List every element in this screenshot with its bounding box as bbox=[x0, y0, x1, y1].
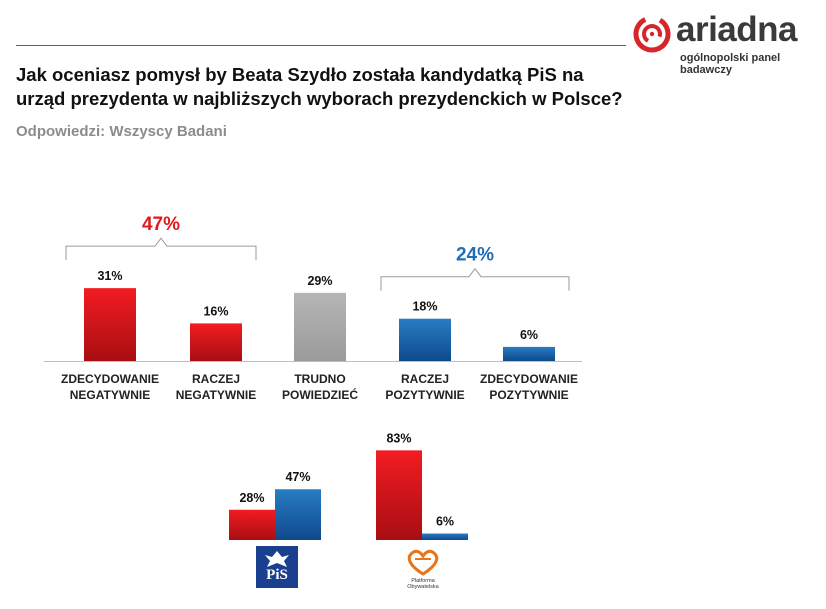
logo-wordmark: ariadna bbox=[676, 10, 798, 49]
question-title: Jak oceniasz pomysł by Beata Szydło zost… bbox=[16, 64, 623, 109]
bar bbox=[190, 323, 242, 361]
po-logo: Platforma Obywatelska bbox=[400, 546, 446, 592]
bar bbox=[503, 346, 555, 361]
category-label: POZYTYWNIE bbox=[489, 388, 568, 402]
category-label: NEGATYWNIE bbox=[70, 388, 150, 402]
group-bracket bbox=[65, 237, 257, 261]
data-label: 28% bbox=[239, 491, 264, 505]
bar bbox=[275, 489, 321, 540]
category-label: NEGATYWNIE bbox=[176, 388, 256, 402]
logo-tagline: ogólnopolski panel badawczy bbox=[680, 52, 781, 76]
pis-logo-text: PiS bbox=[266, 567, 288, 583]
po-logo-text: Platforma Obywatelska bbox=[407, 578, 439, 590]
po-heart-icon bbox=[407, 549, 439, 576]
data-label: 6% bbox=[520, 328, 538, 342]
data-label: 31% bbox=[97, 269, 122, 283]
group-bracket bbox=[380, 267, 570, 291]
category-label: RACZEJ bbox=[401, 372, 449, 386]
bar bbox=[399, 318, 451, 361]
ariadna-logo: ariadna ogólnopolski panel badawczy bbox=[632, 10, 818, 76]
data-label: 47% bbox=[285, 470, 310, 484]
data-label: 6% bbox=[436, 515, 454, 529]
category-label: POZYTYWNIE bbox=[385, 388, 464, 402]
category-label: ZDECYDOWANIE bbox=[480, 372, 578, 386]
respondents-subtitle: Odpowiedzi: Wszyscy Badani bbox=[16, 123, 227, 140]
category-label: TRUDNO bbox=[294, 372, 345, 386]
eagle-icon bbox=[265, 551, 289, 567]
ariadna-spiral-icon bbox=[633, 15, 671, 53]
header-divider bbox=[16, 45, 626, 46]
bar bbox=[376, 450, 422, 540]
category-label: POWIEDZIEĆ bbox=[282, 387, 358, 402]
bar bbox=[294, 292, 346, 361]
chart-main: 31% ZDECYDOWANIE NEGATYWNIE 16% RACZEJ NEGATY… bbox=[44, 214, 582, 402]
chart-party-comparison: 28% 47% 83% 6% bbox=[229, 431, 468, 540]
bar bbox=[84, 288, 136, 361]
pis-logo: PiS bbox=[256, 546, 298, 588]
category-label: RACZEJ bbox=[192, 372, 240, 386]
data-label: 29% bbox=[307, 274, 332, 288]
bar bbox=[422, 533, 468, 540]
data-label: 16% bbox=[203, 304, 228, 318]
data-label: 83% bbox=[386, 431, 411, 445]
group-total-label: 24% bbox=[456, 245, 494, 266]
bar bbox=[229, 509, 275, 540]
data-label: 18% bbox=[412, 300, 437, 314]
group-total-label: 47% bbox=[142, 214, 180, 235]
category-label: ZDECYDOWANIE bbox=[61, 372, 159, 386]
